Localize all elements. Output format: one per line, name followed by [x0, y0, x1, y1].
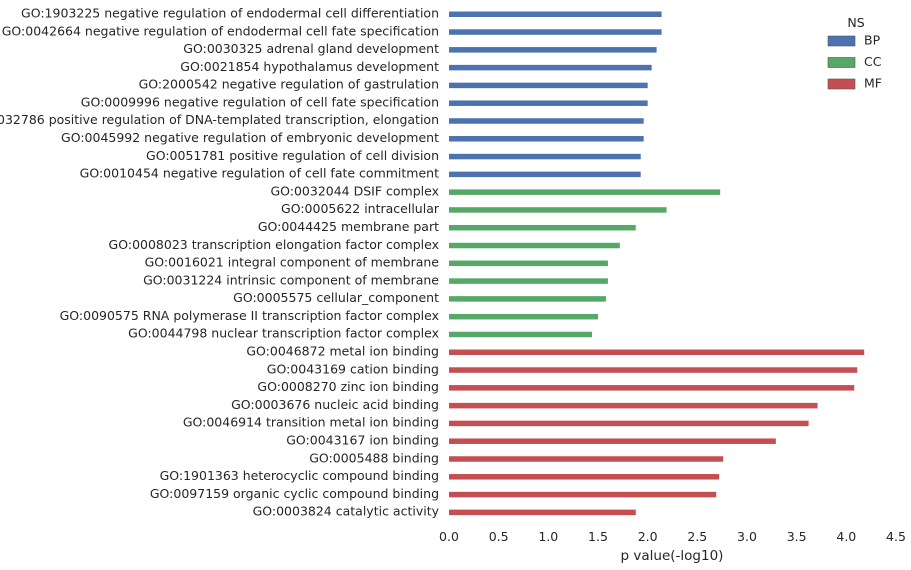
legend-swatch-mf — [827, 78, 856, 90]
bar-bp — [449, 11, 662, 17]
legend-entries: BP CC MF — [827, 33, 882, 91]
bar-bp — [449, 100, 648, 106]
bar-mf — [449, 474, 720, 480]
category-label: GO:0003824 catalytic activity — [253, 504, 440, 519]
bar-mf — [449, 491, 717, 498]
category-label: GO:0021854 hypothalamus development — [180, 59, 439, 74]
bar-bp — [449, 153, 641, 160]
bar-bp — [449, 29, 662, 35]
bar-cc — [449, 189, 721, 195]
x-tick-label: 4.0 — [836, 529, 856, 544]
category-label: GO:0005622 intracellular — [281, 201, 440, 216]
category-label: GO:0097159 organic cyclic compound bindi… — [150, 486, 439, 501]
category-label: GO:1901363 heterocyclic compound binding — [160, 468, 439, 483]
bar-bp — [449, 82, 648, 89]
bar-mf — [449, 420, 809, 427]
bars-group — [449, 11, 865, 516]
category-label: GO:0043169 cation binding — [267, 361, 439, 376]
bar-cc — [449, 207, 667, 213]
bar-bp — [449, 47, 657, 53]
legend-swatch-cc — [827, 57, 856, 68]
x-tick-label: 3.0 — [737, 529, 757, 544]
bar-mf — [449, 367, 858, 373]
legend-title: NS — [847, 15, 864, 30]
category-label: GO:0090575 RNA polymerase II transcripti… — [60, 308, 439, 323]
category-label: GO:2000542 negative regulation of gastru… — [139, 77, 439, 92]
x-axis-label: p value(-log10) — [621, 548, 724, 564]
bar-bp — [449, 136, 644, 142]
legend-label-cc: CC — [864, 54, 882, 69]
category-label: GO:0031224 intrinsic component of membra… — [143, 272, 439, 287]
category-label: GO:0046914 transition metal ion binding — [183, 415, 439, 430]
category-label: GO:0005488 binding — [309, 450, 439, 465]
x-tick-label: 1.5 — [588, 529, 608, 544]
bar-cc — [449, 313, 598, 320]
bar-cc — [449, 260, 608, 267]
bar-mf — [449, 438, 776, 444]
category-label: GO:0046872 metal ion binding — [246, 344, 439, 359]
legend-label-mf: MF — [864, 76, 882, 91]
category-label: GO:0043167 ion binding — [286, 432, 439, 447]
bar-mf — [449, 509, 636, 516]
bar-cc — [449, 296, 606, 302]
category-label: GO:0009996 negative regulation of cell f… — [81, 94, 439, 109]
category-label: GO:0032786 positive regulation of DNA-te… — [0, 112, 439, 127]
category-label: GO:0010454 negative regulation of cell f… — [80, 166, 439, 181]
category-label: GO:0005575 cellular_component — [233, 290, 439, 305]
category-label: GO:0051781 positive regulation of cell d… — [146, 148, 439, 163]
x-tick-label: 0.0 — [439, 529, 459, 544]
bar-bp — [449, 118, 644, 124]
bar-mf — [449, 402, 818, 409]
x-tick-label: 1.0 — [538, 529, 558, 544]
x-tick-label: 2.0 — [638, 529, 658, 544]
bar-mf — [449, 349, 865, 356]
bar-cc — [449, 242, 620, 249]
legend: NS BP CC MF — [827, 15, 882, 91]
legend-swatch-bp — [827, 35, 856, 47]
x-tick-label: 0.5 — [489, 529, 509, 544]
bar-mf — [449, 456, 724, 462]
bar-cc — [449, 278, 608, 284]
x-tick-label: 2.5 — [687, 529, 707, 544]
category-label: GO:0003676 nucleic acid binding — [231, 397, 439, 412]
category-label: GO:0044798 nuclear transcription factor … — [128, 326, 439, 341]
x-tick-label: 3.5 — [787, 529, 807, 544]
bar-cc — [449, 224, 636, 231]
bar-cc — [449, 331, 593, 338]
x-axis-ticks: 0.0 0.5 1.0 1.5 2.0 2.5 3.0 3.5 4.0 4.5 — [439, 529, 906, 544]
category-label: GO:0008023 transcription elongation fact… — [109, 237, 439, 252]
bar-bp — [449, 64, 652, 71]
category-labels: GO:1903225 negative regulation of endode… — [0, 6, 440, 519]
bar-bp — [449, 171, 641, 178]
category-label: GO:1903225 negative regulation of endode… — [21, 6, 439, 21]
legend-label-bp: BP — [864, 33, 881, 48]
bar-mf — [449, 385, 855, 391]
category-label: GO:0045992 negative regulation of embryo… — [61, 130, 439, 145]
category-label: GO:0008270 zinc ion binding — [257, 379, 439, 394]
x-tick-label: 4.5 — [886, 529, 906, 544]
category-label: GO:0030325 adrenal gland development — [183, 41, 439, 56]
category-label: GO:0016021 integral component of membran… — [145, 255, 440, 270]
category-label: GO:0044425 membrane part — [258, 219, 439, 234]
category-label: GO:0042664 negative regulation of endode… — [2, 23, 439, 38]
category-label: GO:0032044 DSIF complex — [270, 183, 439, 198]
